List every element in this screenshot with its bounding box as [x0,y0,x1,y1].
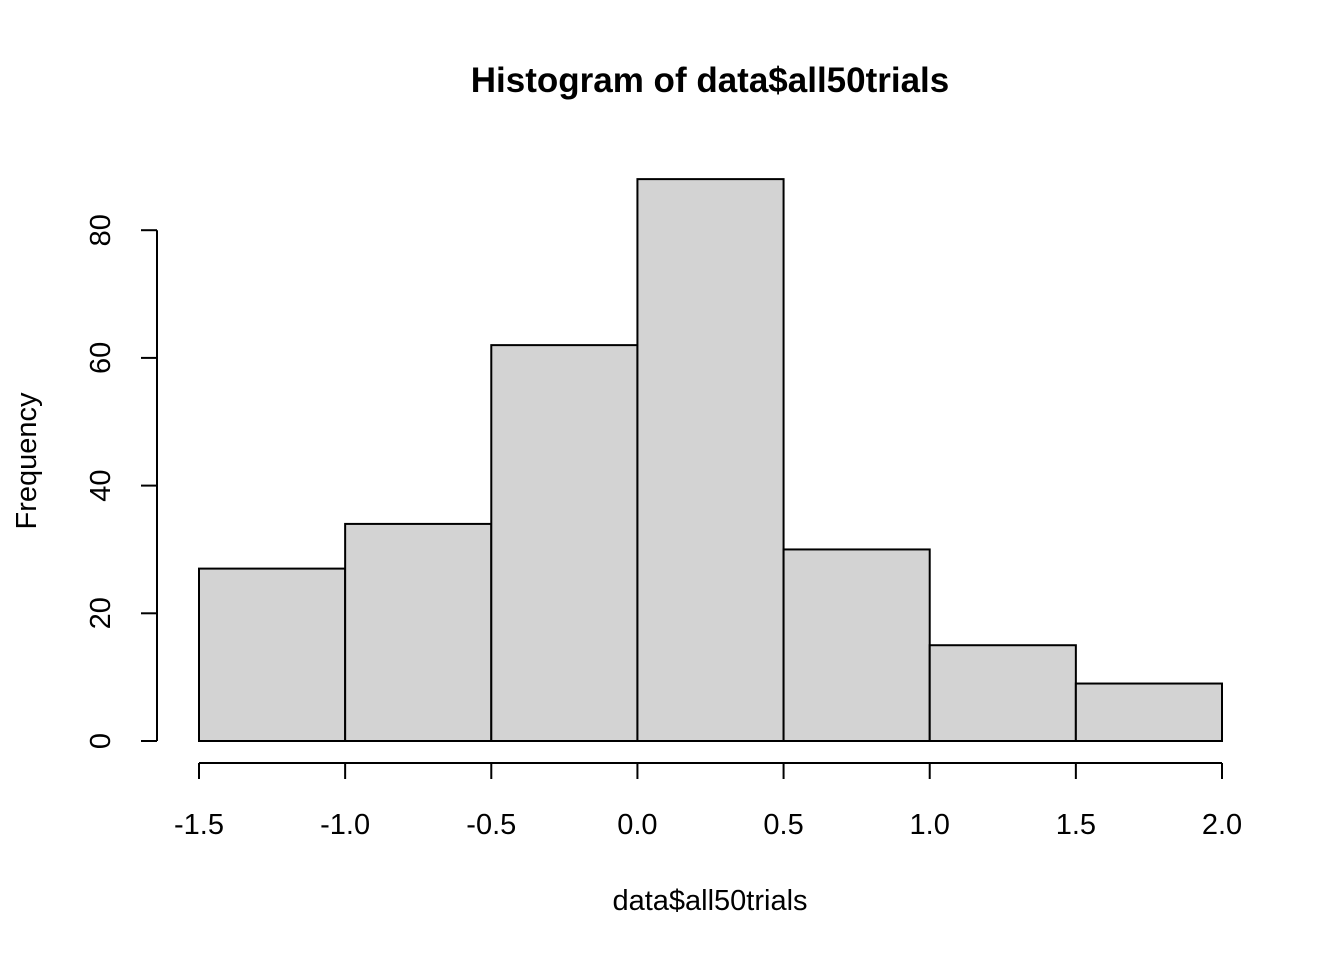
chart-title: Histogram of data$all50trials [471,61,950,100]
x-axis-label: data$all50trials [612,885,807,917]
x-tick-label: -0.5 [466,809,516,841]
x-axis: -1.5 -1.0 -0.5 0.0 0.5 1.0 1.5 2.0 [174,762,1242,841]
y-tick-label: 60 [85,342,117,374]
x-tick-label: 0.5 [763,809,803,841]
histogram-bar [344,522,493,742]
x-tick-label: 2.0 [1202,809,1242,841]
histogram-bar [636,178,785,742]
y-tick-label: 20 [85,597,117,629]
histogram-bar [490,344,639,742]
y-tick-label: 80 [85,214,117,246]
histogram-bar [782,548,931,743]
histogram-bars [198,178,1224,743]
y-tick-label: 40 [85,469,117,501]
y-axis: 0 20 40 60 80 [85,214,158,749]
histogram-bar [1074,682,1224,742]
x-tick-label: -1.0 [320,809,370,841]
y-axis-label: Frequency [11,392,43,530]
x-tick-label: 1.5 [1056,809,1096,841]
x-tick-label: 0.0 [617,809,657,841]
histogram-bar [198,567,347,742]
x-tick-label: 1.0 [910,809,950,841]
histogram-bar [928,644,1077,742]
x-tick-label: -1.5 [174,809,224,841]
y-tick-label: 0 [85,733,117,749]
